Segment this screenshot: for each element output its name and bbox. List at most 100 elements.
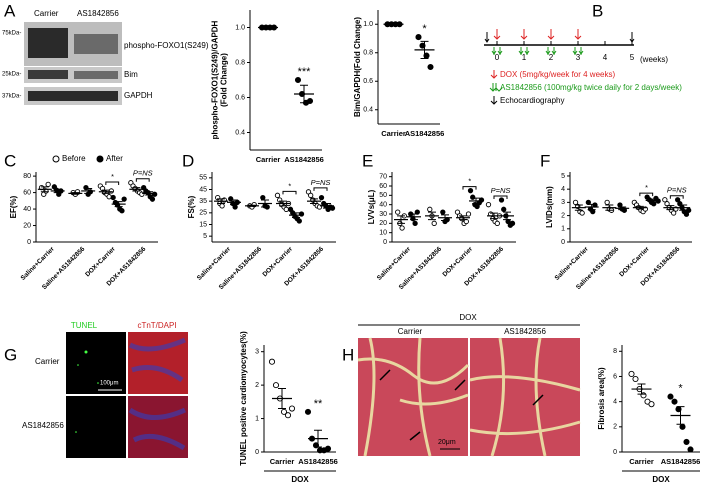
y-tick-label: 25 <box>199 210 207 217</box>
legend-icon <box>489 83 503 92</box>
y-tick-label: 2 <box>255 382 259 389</box>
y-tick-label: 0 <box>255 449 259 456</box>
error-bar <box>441 214 450 222</box>
data-point <box>494 220 500 226</box>
x-tick-label: DOX+Carrier <box>261 245 294 278</box>
echo-arrow <box>629 32 635 43</box>
y-tick-label: 45 <box>199 186 207 193</box>
y-tick-label: 55 <box>199 175 207 182</box>
y-tick-label: 80 <box>23 173 31 180</box>
data-point <box>440 209 446 215</box>
stain <box>97 382 99 384</box>
error-bar <box>71 192 80 195</box>
marker-label: 25kDa- <box>2 72 21 78</box>
band <box>74 71 118 79</box>
data-point <box>485 202 492 208</box>
data-point <box>465 211 472 217</box>
week-label: 3 <box>576 53 581 62</box>
data-point <box>284 412 292 419</box>
panel-letter: E <box>362 151 373 170</box>
column-label: AS1842856 <box>504 327 546 336</box>
data-point <box>412 220 418 226</box>
data-point <box>467 188 474 194</box>
error-bar <box>101 189 110 194</box>
error-bar <box>489 212 498 220</box>
error-bar <box>635 205 644 210</box>
data-point <box>272 382 280 389</box>
error-bar <box>278 200 287 207</box>
error-bar <box>410 213 419 221</box>
micrograph <box>66 396 126 458</box>
error-bar <box>247 204 256 207</box>
data-point <box>662 197 668 203</box>
error-bar <box>230 199 239 206</box>
data-point <box>110 194 116 201</box>
x-tick-label: DOX+Carrier <box>618 245 651 278</box>
band <box>28 91 118 101</box>
week-label: 4 <box>603 53 608 62</box>
annotation: * <box>645 183 649 192</box>
error-bar <box>605 204 614 211</box>
y-axis-label: Fibrosis area(%) <box>597 367 606 430</box>
y-axis-label: TUNEL positive cardiomyocytes(%) <box>239 331 248 466</box>
y-tick-label: 1.0 <box>363 21 373 28</box>
legend-text: Echocardiography <box>500 96 564 105</box>
y-tick-label: 0 <box>561 239 565 246</box>
error-bar <box>648 198 657 203</box>
data-point <box>306 97 314 105</box>
scale-label: 20μm <box>438 439 456 446</box>
data-point <box>670 210 677 216</box>
marker-label: 75kDa- <box>2 31 21 37</box>
y-tick-label: 4 <box>561 186 565 193</box>
stain <box>77 364 79 366</box>
tissue <box>128 337 187 451</box>
error-bar <box>309 198 318 204</box>
error-bar <box>679 204 688 211</box>
y-tick-label: 50 <box>379 192 387 199</box>
lane-label: Carrier <box>34 9 59 18</box>
data-point <box>232 204 238 210</box>
y-tick-label: 10 <box>379 230 387 237</box>
data-point <box>219 203 225 209</box>
timeline: 0 1 2 3 4 5 <box>484 29 635 62</box>
y-axis-label: LVIDs(mm) <box>545 186 554 228</box>
micrograph <box>128 396 188 458</box>
y-tick-label: 3 <box>255 349 259 356</box>
week-label: 0 <box>495 53 500 62</box>
y-tick-label: 0 <box>613 449 617 456</box>
error-bar <box>676 406 685 425</box>
data-point <box>308 192 314 198</box>
dox-arrow <box>574 29 582 40</box>
legend-marker <box>96 155 104 163</box>
data-point <box>149 196 156 202</box>
data-point <box>427 63 434 71</box>
x-tick-label: AS1842856 <box>405 129 445 138</box>
data-point <box>304 408 312 415</box>
x-tick-label: DOX+Carrier <box>441 245 474 278</box>
panel-letter: C <box>4 151 16 170</box>
error-bar <box>261 199 270 208</box>
fibrosis <box>357 337 581 457</box>
dox-arrow <box>547 29 555 40</box>
y-tick-label: 2 <box>613 424 617 431</box>
y-tick-label: 0.8 <box>363 50 373 57</box>
data-point <box>318 195 325 201</box>
group-label: DOX <box>652 475 670 484</box>
y-tick-label: 40 <box>23 206 31 213</box>
data-point <box>280 408 288 415</box>
y-tick-label: 1 <box>255 415 259 422</box>
data-point <box>399 225 405 231</box>
y-tick-label: 0.6 <box>363 78 373 85</box>
data-point <box>579 210 585 216</box>
annotation: * <box>468 177 472 186</box>
y-tick-label: 60 <box>23 189 31 196</box>
error-bar <box>292 212 301 218</box>
panel-letter: H <box>342 345 354 364</box>
column-label: cTnT/DAPI <box>137 321 176 330</box>
y-tick-label: 20 <box>379 220 387 227</box>
data-point <box>501 206 507 212</box>
data-point <box>395 209 401 215</box>
bracket <box>462 186 477 190</box>
error-bar <box>618 206 627 211</box>
